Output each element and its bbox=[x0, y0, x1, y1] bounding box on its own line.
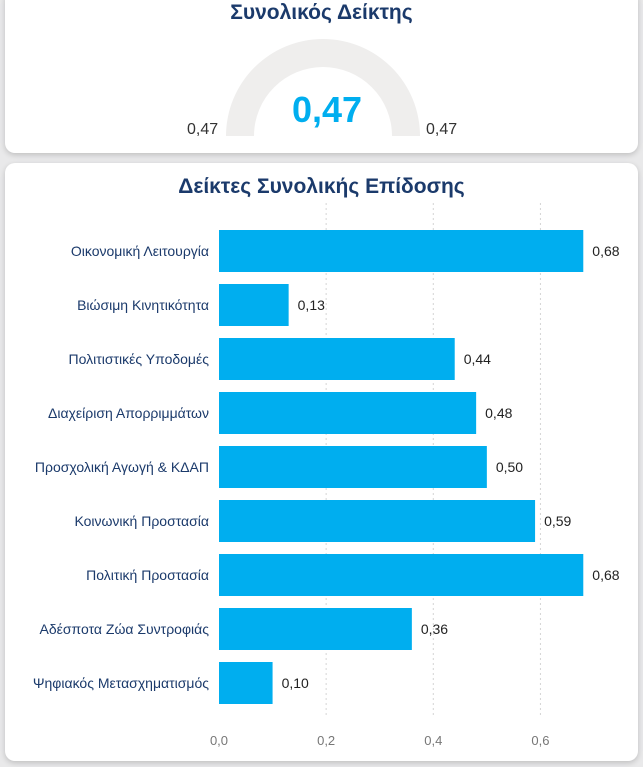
category-label: Διαχείριση Απορριμμάτων bbox=[48, 405, 209, 421]
x-tick-label: 0,0 bbox=[210, 733, 228, 748]
bar-value-label: 0,48 bbox=[485, 405, 512, 421]
gauge-min-label: 0,47 bbox=[187, 121, 219, 138]
bar-value-label: 0,50 bbox=[496, 459, 523, 475]
gauge-track bbox=[226, 39, 420, 136]
bar[interactable] bbox=[219, 230, 584, 272]
bar[interactable] bbox=[219, 284, 289, 326]
bar[interactable] bbox=[219, 554, 584, 596]
category-label: Προσχολική Αγωγή & ΚΔΑΠ bbox=[35, 459, 209, 475]
x-tick-label: 0,4 bbox=[424, 733, 442, 748]
bar-chart-card: Δείκτες Συνολικής Επίδοσης 0,0 0,2 0,4 0,6 Ο… bbox=[5, 163, 638, 761]
category-label: Βιώσιμη Κινητικότητα bbox=[77, 297, 209, 313]
bar[interactable] bbox=[219, 338, 455, 380]
category-label: Οικονομική Λειτουργία bbox=[71, 243, 209, 259]
gauge-svg bbox=[226, 39, 420, 136]
category-label: Ψηφιακός Μετασχηματισμός bbox=[33, 675, 209, 691]
bar-value-label: 0,13 bbox=[298, 297, 325, 313]
category-label: Πολιτιστικές Υποδομές bbox=[68, 351, 209, 367]
bar[interactable] bbox=[219, 608, 412, 650]
category-label: Αδέσποτα Ζώα Συντροφιάς bbox=[40, 621, 210, 637]
bar-value-label: 0,68 bbox=[592, 567, 619, 583]
bar-value-label: 0,36 bbox=[421, 621, 448, 637]
chart-title: Δείκτες Συνολικής Επίδοσης bbox=[178, 175, 465, 198]
bar[interactable] bbox=[219, 446, 487, 488]
x-tick-label: 0,2 bbox=[317, 733, 335, 748]
gauge-title: Συνολικός Δείκτης bbox=[230, 1, 413, 24]
bar-value-label: 0,59 bbox=[544, 513, 571, 529]
x-tick-label: 0,6 bbox=[531, 733, 549, 748]
bar-value-label: 0,10 bbox=[282, 675, 309, 691]
category-label: Πολιτική Προστασία bbox=[86, 567, 209, 583]
gauge-max-label: 0,47 bbox=[426, 121, 458, 138]
gauge-card: Συνολικός Δείκτης 0,47 0,47 0,47 bbox=[5, 0, 638, 153]
gauge-value: 0,47 bbox=[291, 89, 363, 130]
bar-chart: 0,0 0,2 0,4 0,6 Οικονομική Λειτουργία 0,68 Βιώ… bbox=[33, 203, 620, 748]
bar[interactable] bbox=[219, 392, 477, 434]
bar-value-label: 0,44 bbox=[464, 351, 491, 367]
bar[interactable] bbox=[219, 500, 536, 542]
bar-value-label: 0,68 bbox=[592, 243, 619, 259]
category-label: Κοινωνική Προστασία bbox=[74, 513, 209, 529]
bar[interactable] bbox=[219, 662, 273, 704]
